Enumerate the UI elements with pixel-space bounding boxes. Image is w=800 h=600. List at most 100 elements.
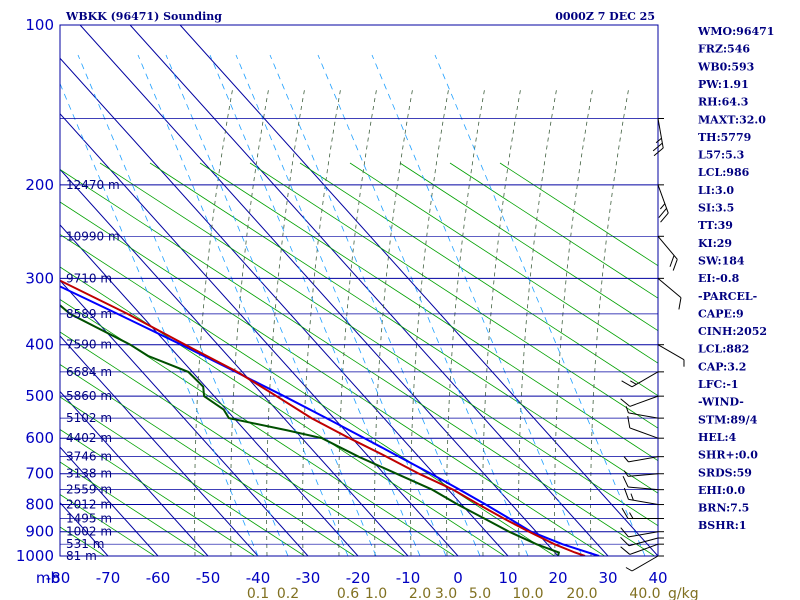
dry-adiabat-line <box>249 162 658 429</box>
temperature-tick-label: -80 <box>46 569 71 587</box>
pressure-tick-label: 900 <box>25 523 54 541</box>
mixing-ratio-label: 40.0 <box>629 586 660 600</box>
index-text: EHI:0.0 <box>698 484 745 497</box>
dry-adiabat-line <box>499 162 658 267</box>
pressure-tick-label: 300 <box>25 269 54 287</box>
wind-barb-flag <box>629 512 634 519</box>
wind-barb-flag <box>660 212 669 223</box>
plot-frame <box>59 24 659 557</box>
mixing-ratio-line <box>269 54 481 556</box>
mixing-unit-label: g/kg <box>668 586 699 600</box>
mixing-ratio-grid <box>60 54 646 556</box>
isotherm-line <box>179 25 658 556</box>
temperature-tick-label: -60 <box>146 569 171 587</box>
chart-datetime: 0000Z 7 DEC 25 <box>555 10 655 23</box>
index-text: CINH:2052 <box>698 325 767 338</box>
isotherm-line <box>60 335 259 556</box>
index-text: SHR+:0.0 <box>698 449 758 462</box>
dewpoint-trace <box>60 304 561 556</box>
mixing-ratio-line <box>77 54 289 556</box>
isotherm-line <box>60 57 509 556</box>
dry-adiabat-line <box>60 266 506 556</box>
parcel-trace <box>60 285 600 556</box>
pressure-tick-label: 500 <box>25 387 54 405</box>
index-text: -PARCEL- <box>698 290 757 303</box>
height-label: 2559 m <box>66 483 112 497</box>
mixing-ratio-label: 10.0 <box>512 586 543 600</box>
height-label: 10990 m <box>66 229 120 243</box>
index-text: WMO:96471 <box>697 25 774 38</box>
index-text: LFC:-1 <box>698 378 739 391</box>
mixing-ratio-label: 5.0 <box>469 586 491 600</box>
isotherm-line <box>79 25 559 556</box>
wind-barb-flag <box>622 475 629 488</box>
wind-barb-flag <box>625 406 629 414</box>
index-text: RH:64.3 <box>698 96 748 109</box>
dry-adiabat-line <box>60 201 606 556</box>
temperature-tick-label: -40 <box>246 569 271 587</box>
moist-adiabat-line <box>194 87 234 556</box>
index-text: CAP:3.2 <box>698 360 746 373</box>
mixing-ratio-label: 1.0 <box>365 586 387 600</box>
dry-adiabat-line <box>149 162 658 494</box>
wind-barb <box>629 427 659 439</box>
wind-barb <box>629 543 659 555</box>
isotherm-line <box>60 446 159 556</box>
temperature-tick-label: 30 <box>598 569 617 587</box>
moist-adiabat-line <box>302 87 342 556</box>
wind-barb-flag <box>658 208 667 218</box>
index-text: HEL:4 <box>698 431 737 444</box>
wind-barb <box>628 473 659 477</box>
height-label: 81 m <box>66 549 97 563</box>
wind-barb-flag <box>620 527 629 538</box>
moist-adiabat-line <box>230 87 270 556</box>
mixing-ratio-line <box>235 54 447 556</box>
moist-adiabat-line <box>590 87 630 556</box>
moist-adiabat-line <box>554 87 594 556</box>
dry-adiabat-line <box>60 169 656 556</box>
dry-adiabat-line <box>60 429 256 556</box>
wind-barb <box>657 344 685 361</box>
wind-barb-flag <box>620 398 631 407</box>
dry-adiabat-line <box>199 162 658 462</box>
wind-barb <box>628 456 659 463</box>
mixing-ratio-line <box>209 54 421 556</box>
height-label: 1002 m <box>66 525 112 539</box>
moist-adiabat-line <box>338 87 378 556</box>
mixing-ratio-axis: 0.1 0.2 0.6 1.0 2.0 3.0 5.0 10.0 20.0 40.0 <box>247 586 661 600</box>
index-text: WB0:593 <box>697 60 754 73</box>
wind-barb-flag <box>678 297 682 310</box>
wind-barb-flag <box>620 536 630 547</box>
index-text: MAXT:32.0 <box>698 113 766 126</box>
dry-adiabat-line <box>349 162 658 364</box>
wind-barb <box>628 537 659 547</box>
height-label: 1495 m <box>66 512 112 526</box>
pressure-tick-label: 600 <box>25 429 54 447</box>
temperature-tick-label: -10 <box>396 569 421 587</box>
pressure-unit-label: mb <box>36 569 60 587</box>
wind-barb <box>657 277 682 299</box>
mixing-ratio-label: 0.2 <box>277 586 299 600</box>
pressure-tick-label: 200 <box>25 176 54 194</box>
height-label: 3138 m <box>66 467 112 481</box>
isotherm-line <box>60 113 459 556</box>
temperature-tick-label: -50 <box>196 569 221 587</box>
height-label: 5102 m <box>66 411 112 425</box>
height-label: 6684 m <box>66 365 112 379</box>
wind-barb-flag <box>630 380 637 385</box>
mixing-ratio-line <box>317 54 529 556</box>
wind-barb <box>657 184 669 214</box>
index-text: SRDS:59 <box>698 466 752 479</box>
temperature-tick-label: 0 <box>453 569 463 587</box>
dry-adiabat-grid <box>60 162 658 556</box>
temperature-tick-label: 40 <box>648 569 667 587</box>
pressure-tick-label: 800 <box>25 496 54 514</box>
wind-barb-flag <box>652 142 663 152</box>
height-label: 9710 m <box>66 271 112 285</box>
mixing-ratio-line <box>137 54 349 556</box>
wind-barb-flag <box>653 147 664 157</box>
wind-barb-flag <box>672 259 678 271</box>
index-text: CAPE:9 <box>698 307 744 320</box>
